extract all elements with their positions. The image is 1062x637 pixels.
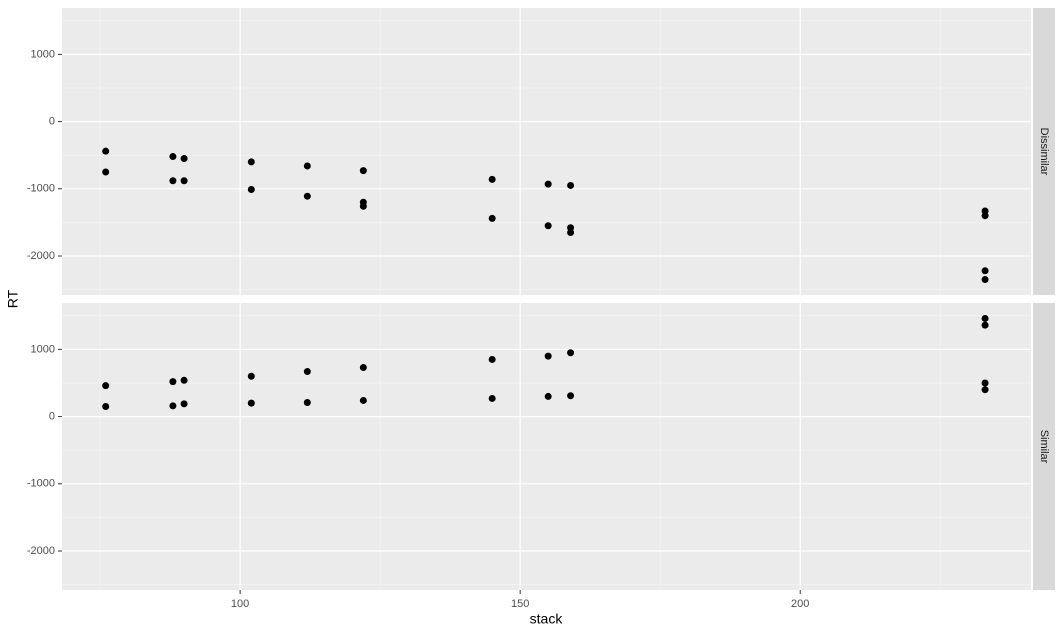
point — [488, 214, 496, 222]
point — [247, 185, 255, 193]
y-tick-label: -1000 — [27, 478, 55, 490]
point — [981, 379, 989, 387]
strip-background — [1033, 303, 1055, 590]
point — [102, 147, 110, 155]
y-tick-label: -2000 — [27, 250, 55, 262]
strip-label: Similar — [1038, 430, 1050, 464]
point — [567, 392, 575, 400]
point — [981, 314, 989, 322]
point — [169, 153, 177, 161]
point — [544, 392, 552, 400]
y-tick-label: -2000 — [27, 545, 55, 557]
point — [180, 155, 188, 163]
x-tick-label: 200 — [791, 598, 809, 610]
point — [169, 402, 177, 410]
point — [359, 202, 367, 210]
point — [981, 212, 989, 220]
point — [359, 364, 367, 372]
point — [544, 352, 552, 360]
point — [567, 228, 575, 236]
point — [488, 394, 496, 402]
point — [981, 276, 989, 284]
point — [544, 180, 552, 188]
strip-label: Dissimilar — [1038, 128, 1050, 176]
point — [169, 378, 177, 386]
point — [102, 168, 110, 176]
point — [303, 162, 311, 170]
point — [981, 321, 989, 329]
point — [567, 181, 575, 189]
point — [359, 167, 367, 175]
point — [102, 382, 110, 390]
point — [180, 400, 188, 408]
point — [303, 192, 311, 200]
point — [544, 222, 552, 230]
y-tick-label: -1000 — [27, 183, 55, 195]
point — [981, 386, 989, 394]
point — [488, 355, 496, 363]
point — [247, 158, 255, 166]
point — [567, 349, 575, 357]
x-tick-label: 100 — [231, 598, 249, 610]
point — [180, 177, 188, 185]
x-tick-label: 150 — [511, 598, 529, 610]
point — [488, 175, 496, 183]
point — [303, 368, 311, 376]
strip-background — [1033, 8, 1055, 295]
panel-background — [62, 303, 1031, 590]
point — [247, 399, 255, 407]
y-tick-label: 0 — [49, 115, 55, 127]
point — [180, 376, 188, 384]
point — [169, 177, 177, 185]
y-tick-label: 1000 — [31, 48, 55, 60]
y-tick-label: 1000 — [31, 343, 55, 355]
y-tick-label: 0 — [49, 410, 55, 422]
y-axis-title: RT — [5, 289, 21, 308]
point — [303, 398, 311, 406]
x-axis-title: stack — [530, 611, 564, 627]
point — [247, 372, 255, 380]
panel-background — [62, 8, 1031, 295]
point — [359, 396, 367, 404]
point — [981, 267, 989, 275]
point — [102, 403, 110, 411]
